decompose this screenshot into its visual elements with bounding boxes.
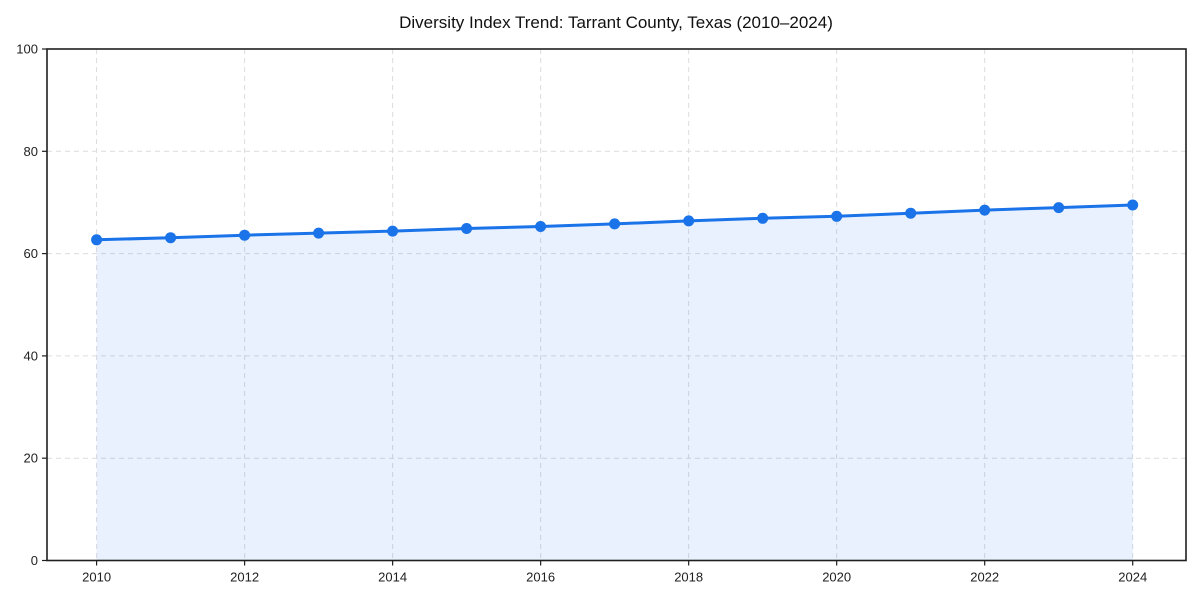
data-point-2017 (609, 218, 621, 230)
data-point-2015 (461, 223, 473, 234)
y-tick-label: 0 (31, 553, 38, 568)
x-tick-label: 2018 (674, 570, 703, 585)
x-tick-label: 2024 (1118, 570, 1147, 585)
y-tick-label: 20 (24, 451, 38, 466)
y-tick-label: 100 (16, 42, 38, 57)
data-point-2021 (905, 207, 917, 219)
y-tick-label: 40 (24, 348, 38, 363)
series-layer (91, 199, 1139, 561)
data-point-2016 (535, 221, 547, 232)
x-tick-label: 2014 (378, 570, 407, 585)
x-tick-label: 2012 (230, 570, 259, 585)
data-point-2013 (313, 227, 325, 239)
tick-label-layer: 2010 2012 2014 2016 2018 2020 2022 2024 0 20 40 60 8… (16, 42, 1147, 585)
data-point-2012 (239, 229, 251, 241)
x-tick-label: 2010 (82, 570, 111, 585)
data-point-2024 (1127, 199, 1139, 211)
axes-layer (42, 48, 1187, 566)
x-tick-label: 2022 (970, 570, 999, 585)
x-tick-label: 2020 (822, 570, 851, 585)
data-point-2010 (91, 234, 103, 246)
y-tick-label: 60 (24, 246, 38, 261)
plot-border (46, 48, 1187, 562)
y-tick-label: 80 (24, 144, 38, 159)
data-point-2019 (757, 212, 769, 224)
data-point-2023 (1053, 202, 1065, 214)
data-point-2014 (387, 225, 399, 237)
x-tick-label: 2016 (526, 570, 555, 585)
chart-title: Diversity Index Trend: Tarrant County, T… (399, 13, 833, 32)
data-point-2018 (683, 215, 695, 227)
area-fill (96, 205, 1133, 561)
data-point-2011 (165, 232, 177, 244)
data-point-2020 (831, 210, 843, 222)
data-point-2022 (979, 204, 991, 216)
